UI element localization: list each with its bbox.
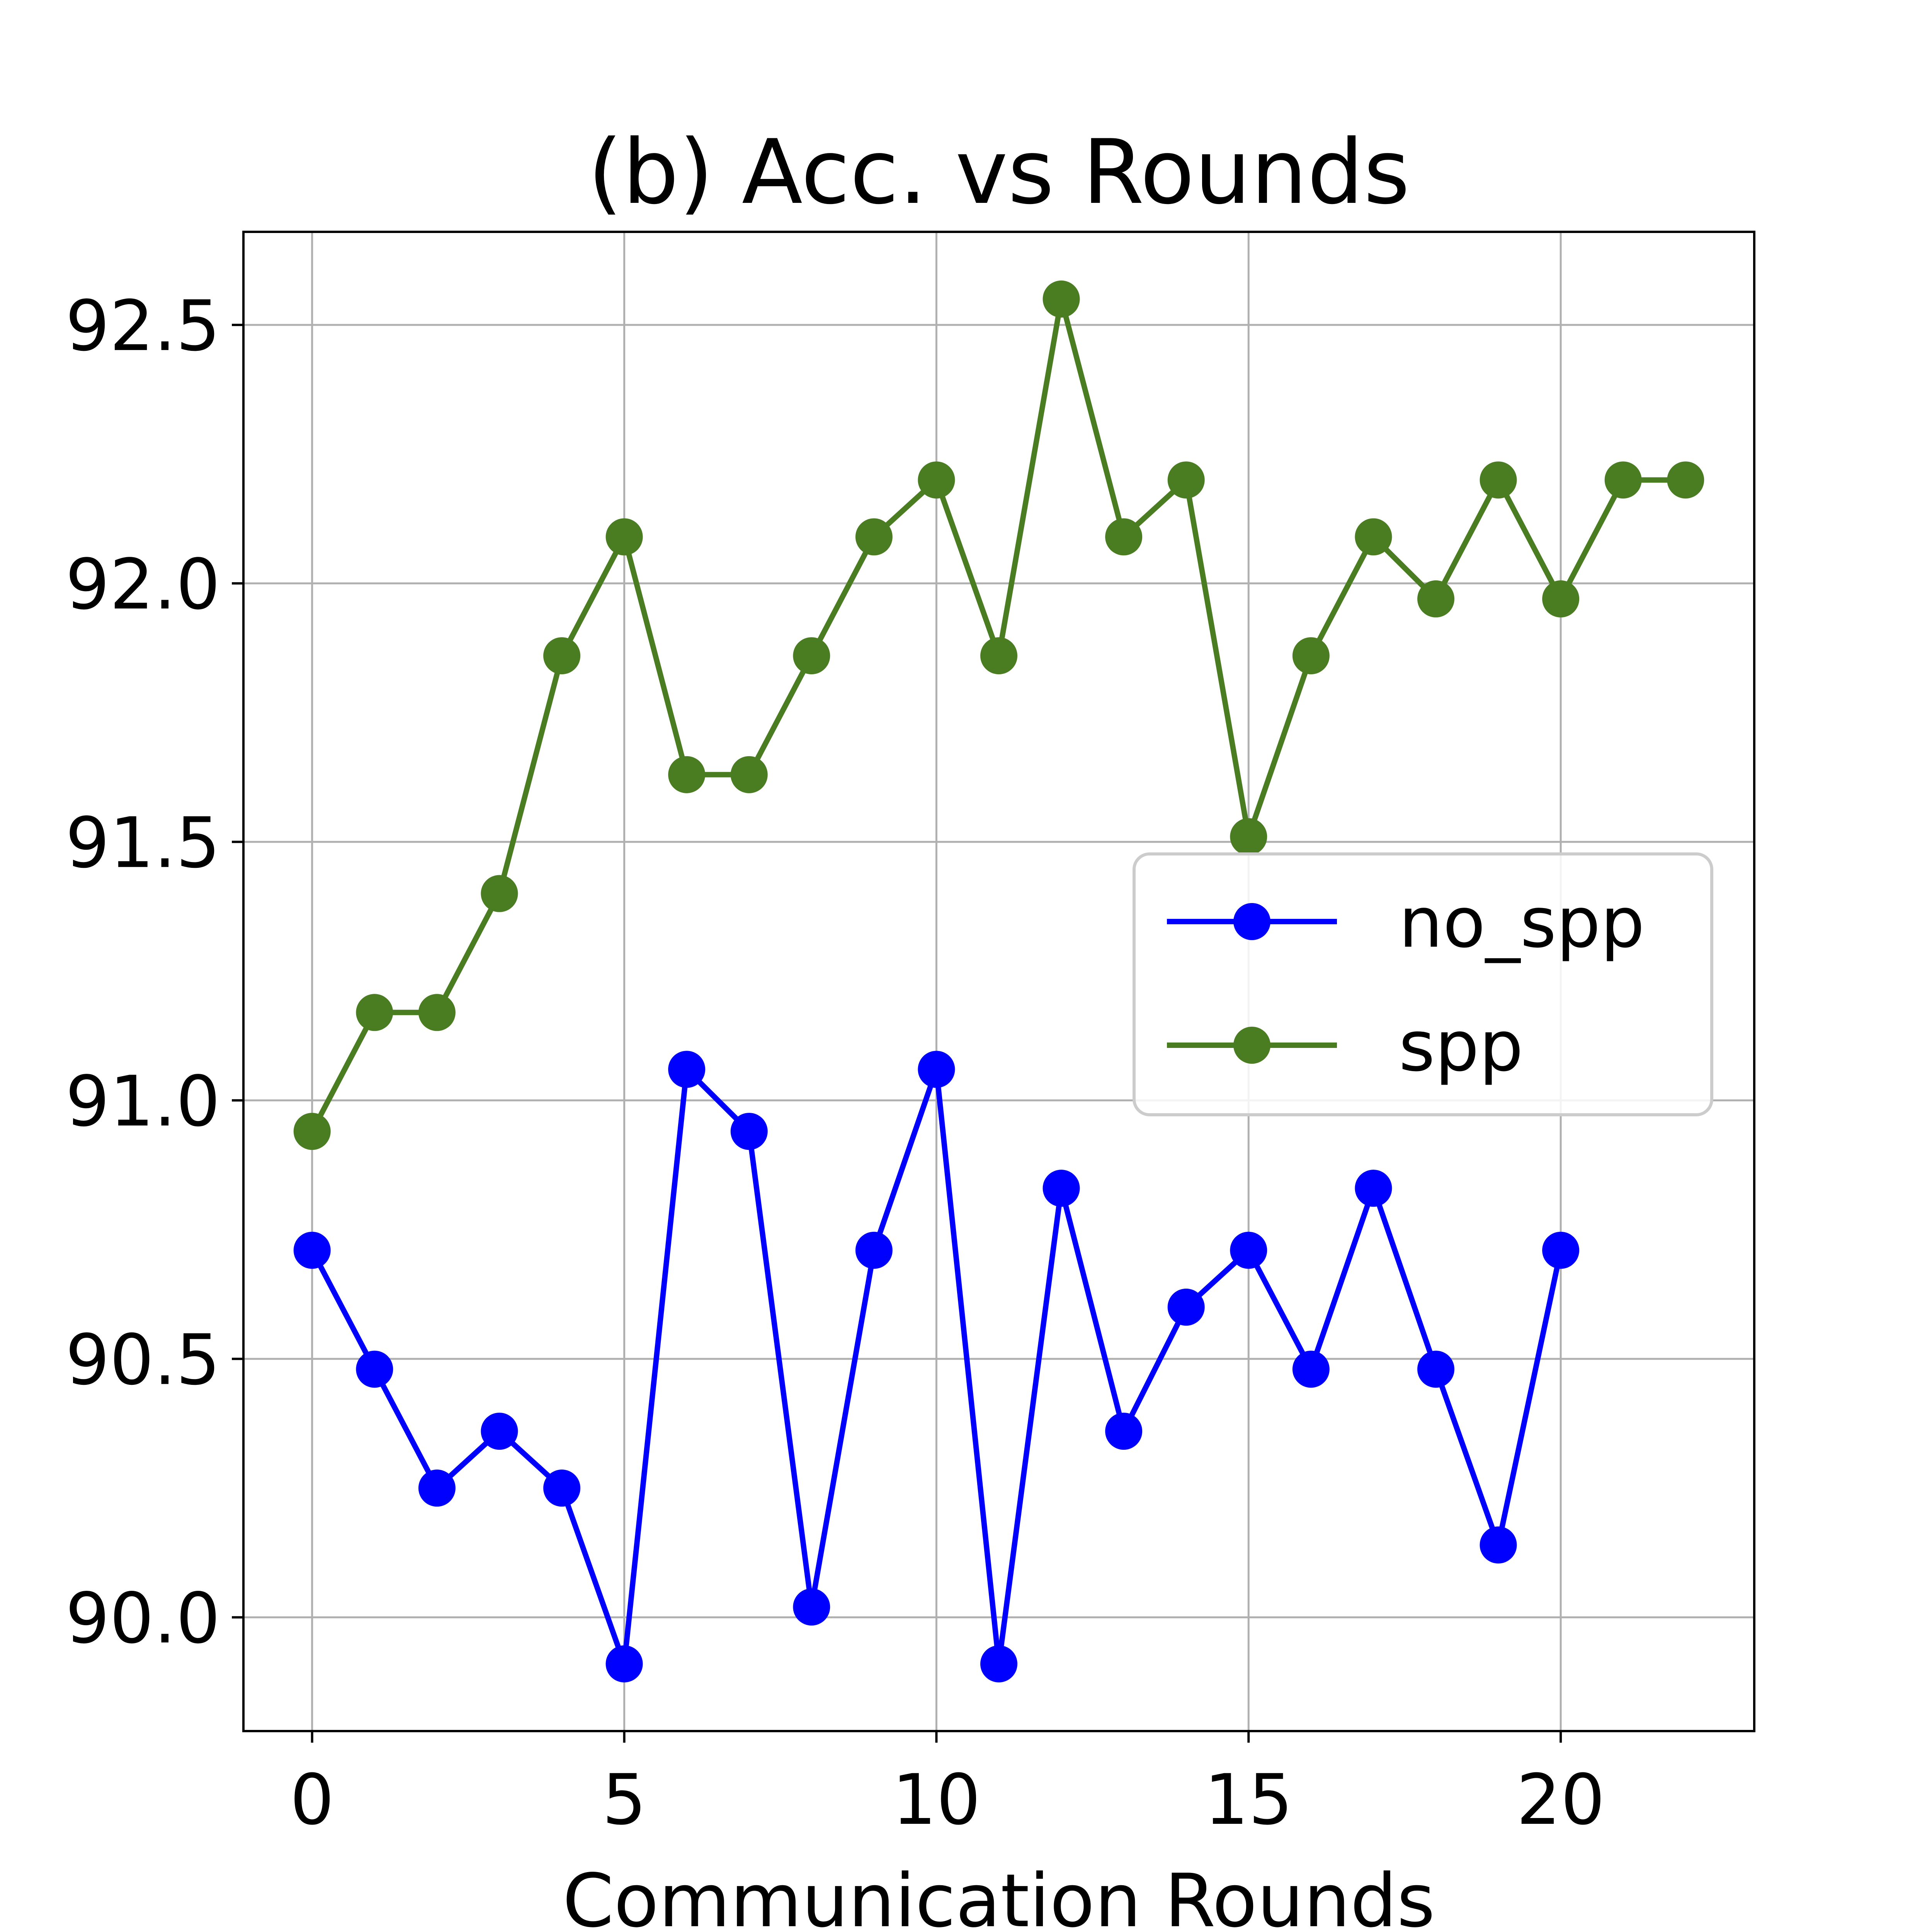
y-tick-label: 92.0 <box>65 544 220 625</box>
data-point-spp <box>855 518 893 556</box>
y-tick-label: 91.0 <box>65 1061 220 1142</box>
data-point-no_spp <box>918 1051 955 1088</box>
data-point-no_spp <box>481 1413 518 1450</box>
data-point-no_spp <box>356 1350 393 1388</box>
y-tick-label: 92.5 <box>65 286 220 367</box>
data-point-no_spp <box>730 1113 768 1150</box>
x-tick-label: 10 <box>892 1760 981 1840</box>
data-point-spp <box>1667 461 1704 499</box>
x-tick-label: 0 <box>290 1760 334 1840</box>
legend-marker <box>1233 1027 1270 1064</box>
data-point-spp <box>356 994 393 1031</box>
data-point-spp <box>1480 461 1517 499</box>
data-point-spp <box>730 756 768 793</box>
data-point-no_spp <box>1292 1350 1330 1388</box>
data-point-spp <box>1542 580 1580 617</box>
data-point-spp <box>1230 818 1267 855</box>
data-point-no_spp <box>980 1645 1017 1683</box>
data-point-spp <box>918 461 955 499</box>
data-point-spp <box>793 637 830 675</box>
data-point-no_spp <box>793 1588 830 1626</box>
data-point-no_spp <box>1043 1170 1080 1207</box>
data-point-no_spp <box>1230 1231 1267 1269</box>
data-point-spp <box>1167 461 1205 499</box>
x-axis-ticks: 0 5 10 15 20 <box>290 1731 1605 1840</box>
legend-item-spp: spp <box>1167 1006 1523 1087</box>
data-point-no_spp <box>1105 1413 1143 1450</box>
data-point-spp <box>543 637 581 675</box>
x-tick-label: 20 <box>1517 1760 1605 1840</box>
data-point-spp <box>1043 280 1080 318</box>
legend-marker <box>1233 903 1270 940</box>
data-point-spp <box>418 994 456 1031</box>
data-point-spp <box>668 756 706 793</box>
y-axis-ticks: 90.0 90.5 91.0 91.5 92.0 92.5 <box>65 286 243 1659</box>
data-point-no_spp <box>855 1231 893 1269</box>
data-point-spp <box>980 637 1017 675</box>
x-tick-label: 15 <box>1204 1760 1293 1840</box>
legend-label: no_spp <box>1399 883 1645 963</box>
x-axis-label: Communication Rounds <box>563 1858 1435 1932</box>
y-tick-label: 90.5 <box>65 1320 220 1401</box>
data-point-spp <box>481 875 518 912</box>
data-point-spp <box>1417 580 1454 617</box>
series-no_spp <box>293 1051 1580 1683</box>
chart-title: (b) Acc. vs Rounds <box>588 121 1410 224</box>
data-point-no_spp <box>1542 1231 1580 1269</box>
data-point-no_spp <box>1417 1350 1454 1388</box>
data-point-no_spp <box>1480 1526 1517 1564</box>
series-layer <box>293 280 1704 1683</box>
data-point-no_spp <box>293 1231 331 1269</box>
plot-frame <box>242 231 1755 1732</box>
data-point-no_spp <box>668 1051 706 1088</box>
data-point-spp <box>1604 461 1642 499</box>
data-point-no_spp <box>605 1645 643 1683</box>
data-point-spp <box>1105 518 1143 556</box>
legend-item-no_spp: no_spp <box>1167 883 1645 963</box>
data-point-no_spp <box>543 1469 581 1507</box>
data-point-spp <box>1355 518 1392 556</box>
x-tick-label: 5 <box>602 1760 646 1840</box>
data-point-no_spp <box>1167 1288 1205 1326</box>
series-spp <box>293 280 1704 1150</box>
data-point-spp <box>605 518 643 556</box>
data-point-no_spp <box>418 1469 456 1507</box>
data-point-no_spp <box>1355 1170 1392 1207</box>
data-point-spp <box>293 1113 331 1150</box>
data-point-spp <box>1292 637 1330 675</box>
legend-label: spp <box>1399 1006 1523 1087</box>
y-tick-label: 90.0 <box>65 1578 220 1659</box>
y-tick-label: 91.5 <box>65 803 220 884</box>
